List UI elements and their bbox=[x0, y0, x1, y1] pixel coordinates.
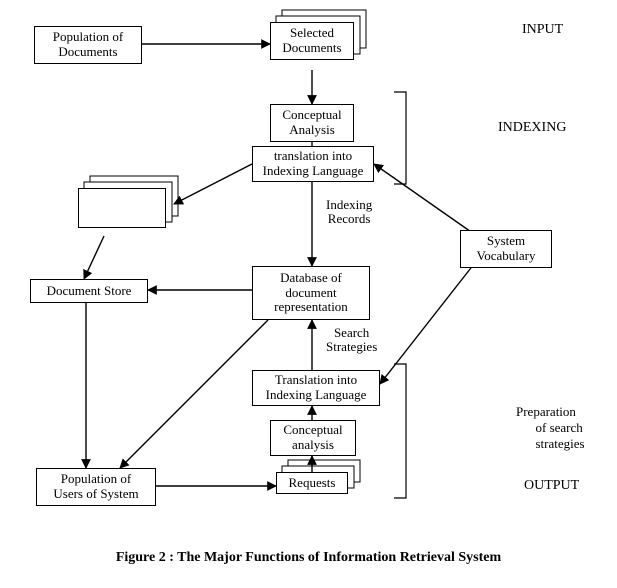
phase-label-preparation-of-search-strategies: Preparation of search strategies bbox=[516, 404, 585, 452]
node-population-of-users: Population of Users of System bbox=[36, 468, 156, 506]
node-label: Population of Documents bbox=[53, 30, 123, 60]
node-label: translation into Indexing Language bbox=[263, 149, 364, 179]
node-blank-stack bbox=[78, 188, 166, 228]
node-label: Database of document representation bbox=[274, 271, 348, 316]
node-label: Conceptual Analysis bbox=[282, 108, 341, 138]
edge-label-indexing-records: Indexing Records bbox=[326, 198, 372, 227]
node-label: Document Store bbox=[47, 284, 132, 299]
diagram-root: Population of Documents Selected Documen… bbox=[0, 0, 617, 588]
node-label: System Vocabulary bbox=[477, 234, 536, 264]
edge-label-search-strategies: Search Strategies bbox=[326, 326, 377, 355]
node-label: Conceptual analysis bbox=[283, 423, 342, 453]
node-conceptual-analysis-2: Conceptual analysis bbox=[270, 420, 356, 456]
node-database-of-document-representation: Database of document representation bbox=[252, 266, 370, 320]
phase-label-output: OUTPUT bbox=[524, 478, 579, 494]
node-document-store: Document Store bbox=[30, 279, 148, 303]
node-label: Translation into Indexing Language bbox=[266, 373, 367, 403]
phase-label-indexing: INDEXING bbox=[498, 120, 566, 136]
node-population-of-documents: Population of Documents bbox=[34, 26, 142, 64]
phase-label-input: INPUT bbox=[522, 22, 563, 38]
node-conceptual-analysis-1: Conceptual Analysis bbox=[270, 104, 354, 142]
node-requests: Requests bbox=[276, 472, 348, 494]
node-label: Requests bbox=[289, 476, 336, 491]
figure-caption: Figure 2 : The Major Functions of Inform… bbox=[0, 550, 617, 566]
node-system-vocabulary: System Vocabulary bbox=[460, 230, 552, 268]
node-selected-documents: Selected Documents bbox=[270, 22, 354, 60]
node-label: Population of Users of System bbox=[53, 472, 138, 502]
node-translation-into-indexing-language-1: translation into Indexing Language bbox=[252, 146, 374, 182]
node-label: Selected Documents bbox=[282, 26, 341, 56]
node-translation-into-indexing-language-2: Translation into Indexing Language bbox=[252, 370, 380, 406]
